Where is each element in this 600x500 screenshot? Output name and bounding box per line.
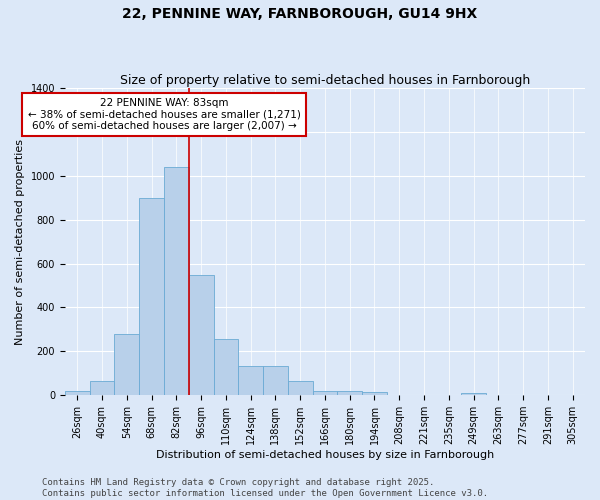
Bar — [362, 392, 387, 395]
Bar — [214, 340, 238, 395]
Bar — [337, 391, 362, 395]
Bar — [263, 366, 288, 395]
Bar — [139, 198, 164, 395]
Bar — [65, 391, 89, 395]
Title: Size of property relative to semi-detached houses in Farnborough: Size of property relative to semi-detach… — [120, 74, 530, 87]
Bar — [189, 274, 214, 395]
Bar — [89, 381, 115, 395]
Y-axis label: Number of semi-detached properties: Number of semi-detached properties — [15, 138, 25, 344]
Bar — [313, 391, 337, 395]
Bar — [164, 167, 189, 395]
Text: 22, PENNINE WAY, FARNBOROUGH, GU14 9HX: 22, PENNINE WAY, FARNBOROUGH, GU14 9HX — [122, 8, 478, 22]
X-axis label: Distribution of semi-detached houses by size in Farnborough: Distribution of semi-detached houses by … — [156, 450, 494, 460]
Bar — [115, 334, 139, 395]
Bar — [238, 366, 263, 395]
Bar — [288, 381, 313, 395]
Text: 22 PENNINE WAY: 83sqm
← 38% of semi-detached houses are smaller (1,271)
60% of s: 22 PENNINE WAY: 83sqm ← 38% of semi-deta… — [28, 98, 301, 131]
Text: Contains HM Land Registry data © Crown copyright and database right 2025.
Contai: Contains HM Land Registry data © Crown c… — [42, 478, 488, 498]
Bar — [461, 393, 486, 395]
